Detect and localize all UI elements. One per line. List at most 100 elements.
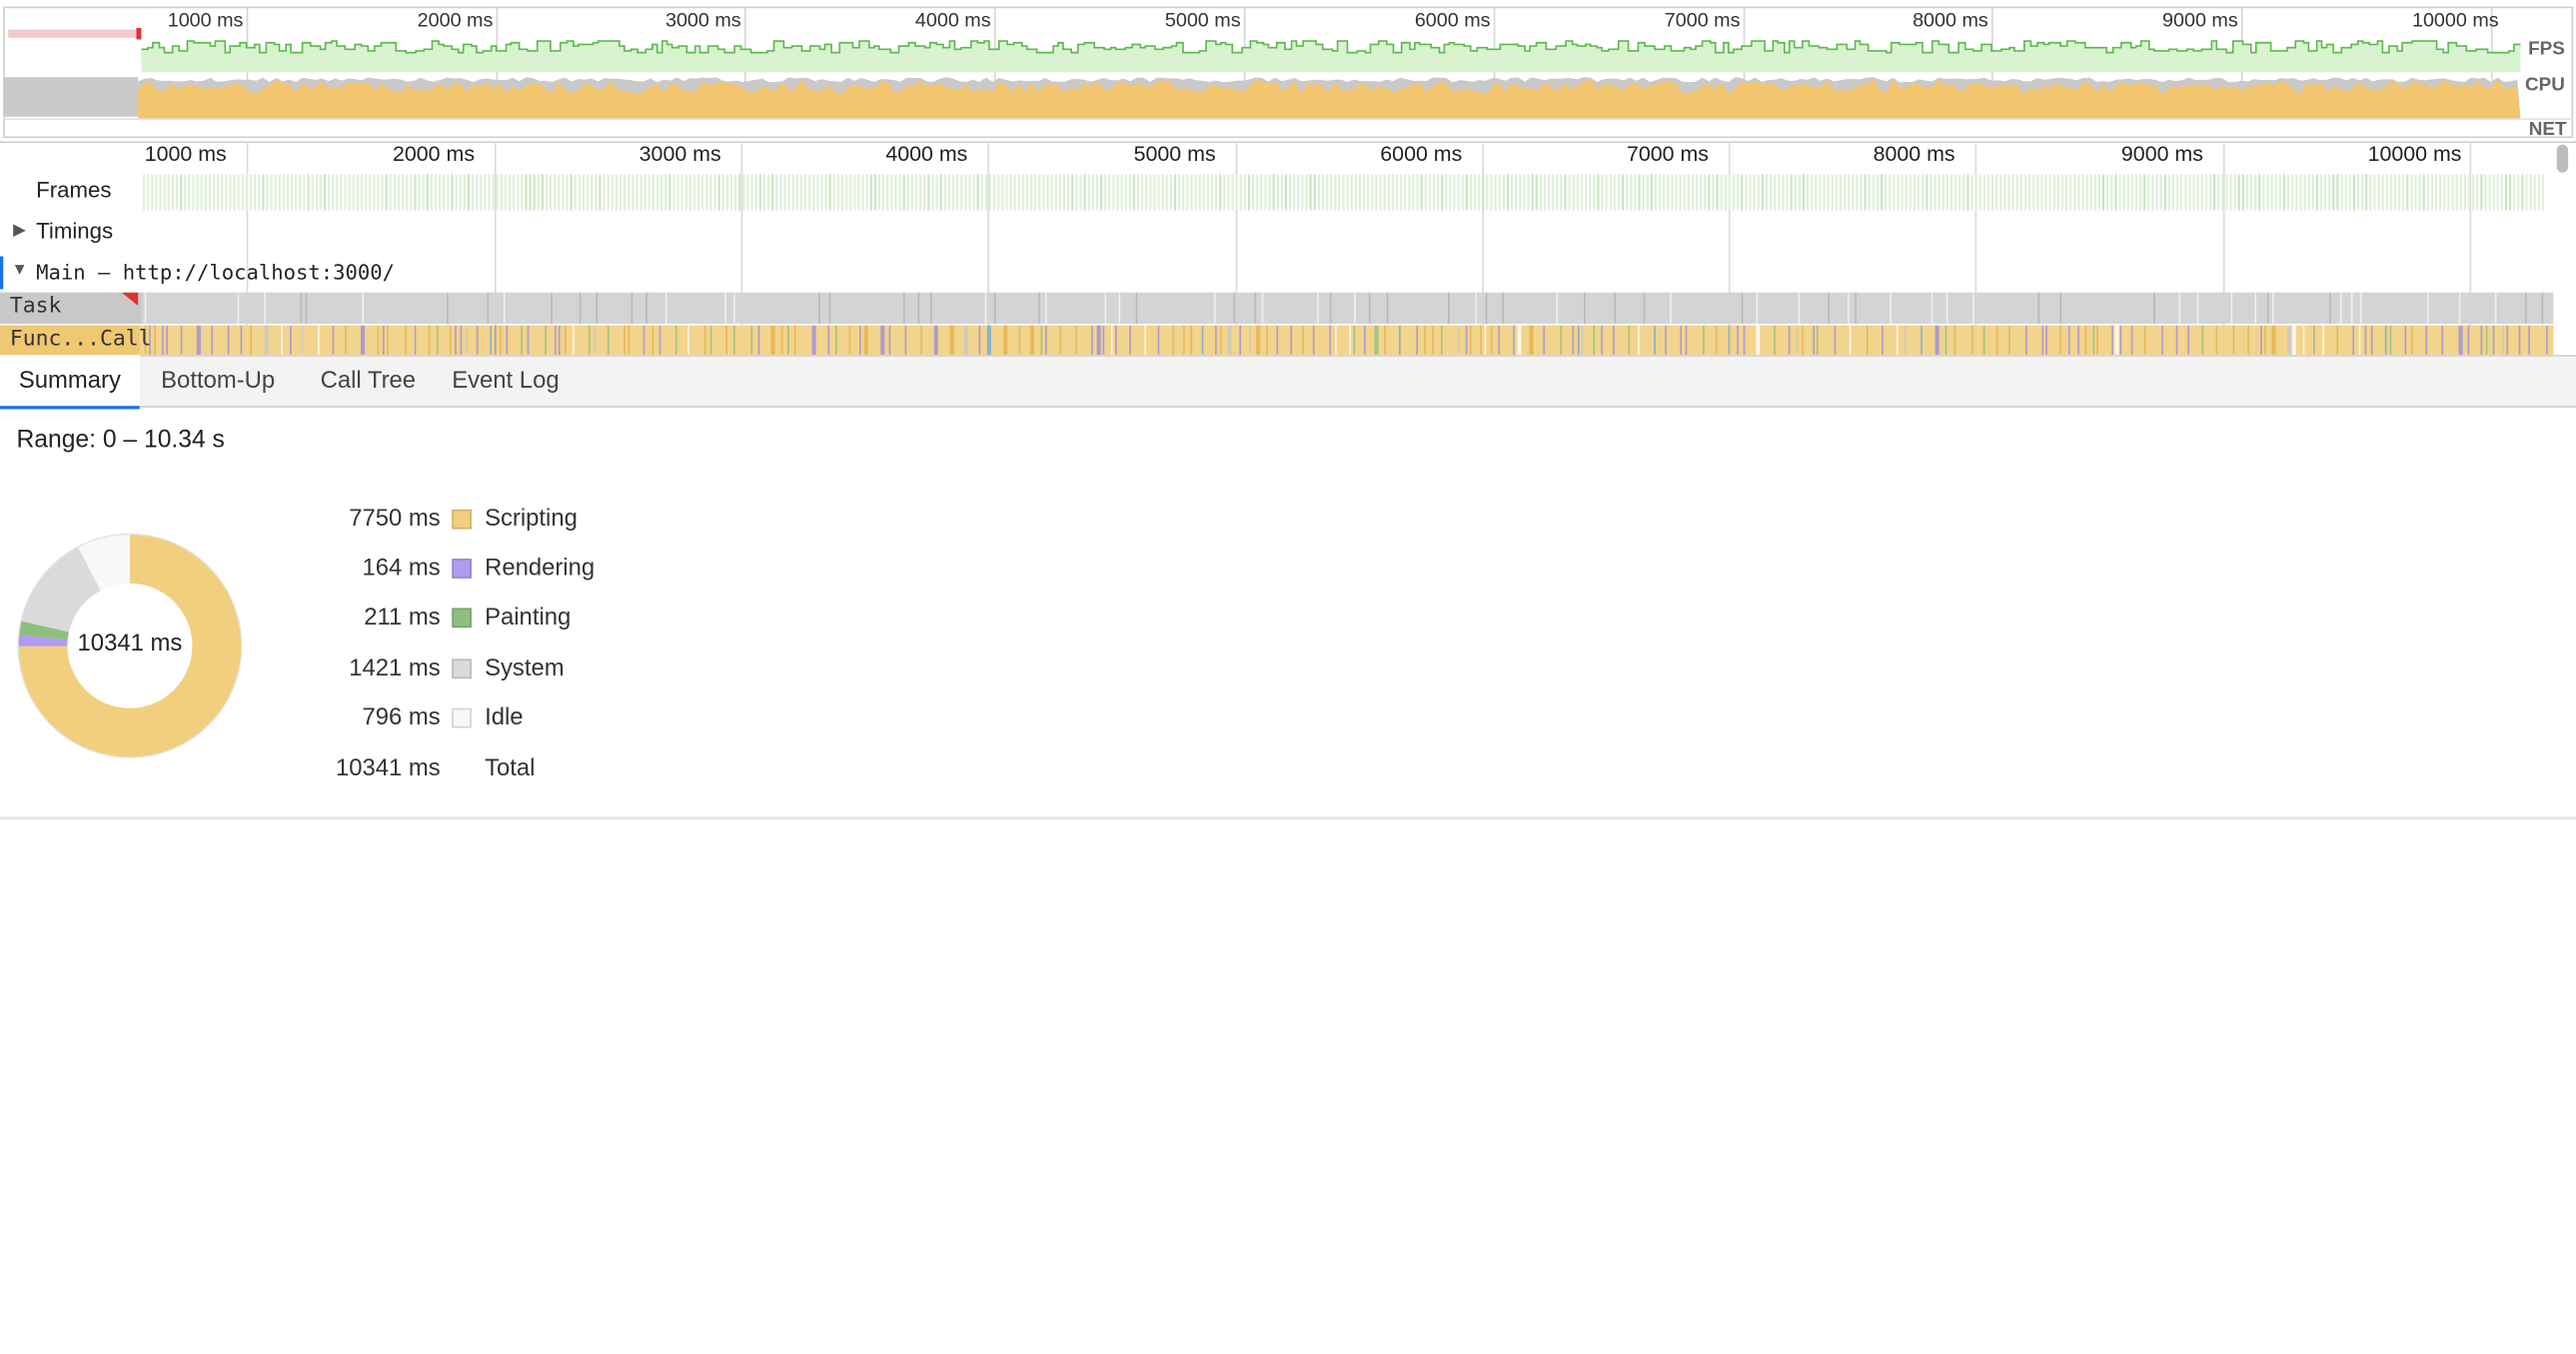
frame-bar	[906, 174, 909, 211]
function-call-slice	[703, 325, 706, 356]
frame-bar	[2130, 174, 2133, 211]
function-call-slice	[1353, 325, 1356, 356]
timings-track[interactable]: ▶ Timings	[0, 214, 2553, 253]
function-call-slice	[1227, 325, 1232, 356]
frame-bar	[459, 174, 462, 211]
function-call-slice	[1715, 325, 1718, 356]
timeline-tracks[interactable]	[0, 141, 2576, 358]
tab-summary[interactable]: Summary	[0, 355, 140, 410]
function-call-slice	[2077, 325, 2079, 356]
task-slice	[1317, 292, 1319, 324]
function-call-slice	[859, 325, 861, 356]
frame-bar	[500, 174, 503, 211]
function-call-slice	[1543, 325, 1546, 356]
frame-bar	[393, 174, 396, 211]
frame-bar	[1937, 174, 1940, 211]
frame-bar	[914, 174, 918, 211]
frame-bar	[725, 174, 728, 211]
frame-bar	[2003, 174, 2006, 211]
frame-bar	[1087, 174, 1090, 211]
frame-bar	[1881, 174, 1884, 211]
frame-bar	[2287, 174, 2290, 211]
function-call-slice	[628, 325, 631, 356]
task-slice	[1670, 292, 1672, 324]
tab-call-tree[interactable]: Call Tree	[320, 368, 417, 395]
frame-bar	[1815, 174, 1818, 211]
bottom-divider	[0, 816, 2576, 820]
main-collapse-icon[interactable]: ▼	[11, 261, 28, 280]
function-call-slice	[2187, 325, 2189, 356]
frame-bar	[972, 174, 975, 211]
function-call-slice	[476, 325, 479, 356]
tab-event-log[interactable]: Event Log	[452, 368, 560, 395]
function-call-slice	[2260, 325, 2262, 356]
frame-bar	[1449, 174, 1452, 211]
frame-bar	[1194, 174, 1197, 211]
frame-bar	[692, 174, 696, 211]
frame-bar	[2504, 174, 2508, 211]
function-call-slice	[888, 325, 891, 356]
scrollbar-thumb[interactable]	[2556, 144, 2569, 173]
function-call-slice	[1802, 325, 1804, 356]
function-call-slice	[545, 325, 547, 356]
function-call-slice	[963, 325, 969, 356]
frame-bar	[2241, 174, 2244, 211]
overview-panel[interactable]: 1000 ms 2000 ms 3000 ms 4000 ms 5000 ms 6000 …	[0, 0, 2576, 141]
function-call-slice	[211, 325, 214, 356]
function-call-slice	[2291, 325, 2296, 356]
frame-bar	[2525, 174, 2528, 211]
frame-bar	[1626, 174, 1629, 211]
frame-bar	[1671, 174, 1674, 211]
function-call-slice	[1995, 325, 1998, 356]
frame-bar	[758, 174, 761, 211]
frame-bar	[738, 174, 741, 211]
frames-track[interactable]: Frames	[0, 171, 2553, 214]
frame-bar	[480, 174, 483, 211]
frame-bar	[1034, 174, 1037, 211]
frame-bar	[217, 174, 220, 211]
function-call-slice	[2175, 325, 2178, 356]
frame-bar	[2122, 174, 2125, 211]
function-call-slice	[725, 325, 727, 356]
function-call-slice	[811, 325, 816, 356]
frame-bar	[1995, 174, 1998, 211]
function-call-slice	[1665, 325, 1667, 356]
frame-bar	[1280, 174, 1283, 211]
frame-bar	[599, 174, 602, 211]
frame-bar	[591, 174, 594, 211]
function-call-slice	[1144, 325, 1146, 356]
frame-bar	[1453, 174, 1456, 211]
function-call-slice	[1905, 325, 1907, 356]
timings-expand-icon[interactable]: ▶	[13, 221, 26, 241]
function-call-slice	[1654, 325, 1656, 356]
tab-bottom-up[interactable]: Bottom-Up	[161, 368, 276, 395]
task-slice	[2059, 292, 2062, 324]
frame-bar	[664, 174, 667, 211]
frame-bar	[803, 174, 807, 211]
main-thread-track[interactable]: ▼ Main — http://localhost:3000/	[0, 253, 2553, 292]
frame-bar	[1654, 174, 1658, 211]
frame-bar	[1235, 174, 1238, 211]
timeline-tick-label: 9000 ms	[2120, 141, 2203, 167]
task-slice	[1135, 292, 1138, 324]
function-call-slice	[1302, 325, 1304, 356]
task-slice	[2350, 292, 2353, 324]
frame-bar	[163, 174, 166, 211]
timeline-tick-label: 5000 ms	[1133, 141, 1216, 167]
legend-value: 211 ms	[364, 605, 441, 632]
legend-name: Rendering	[485, 555, 596, 583]
frame-bar	[762, 174, 765, 211]
frame-bar	[795, 174, 798, 211]
frame-bar	[1190, 174, 1193, 211]
tracks-scrollbar[interactable]	[2555, 144, 2571, 355]
frame-bar	[1083, 174, 1086, 211]
frame-bar	[1523, 174, 1526, 211]
task-row[interactable]: Task	[0, 292, 2554, 324]
frame-bar	[746, 174, 749, 211]
long-task-marker	[121, 292, 139, 306]
legend-row-total: 10341 ms Total	[0, 752, 821, 785]
function-call-slice	[1934, 325, 1939, 356]
function-call-row[interactable]: Func...Call	[0, 325, 2554, 356]
overview-tick-label: 5000 ms	[1164, 8, 1241, 32]
frame-bar	[328, 174, 331, 211]
